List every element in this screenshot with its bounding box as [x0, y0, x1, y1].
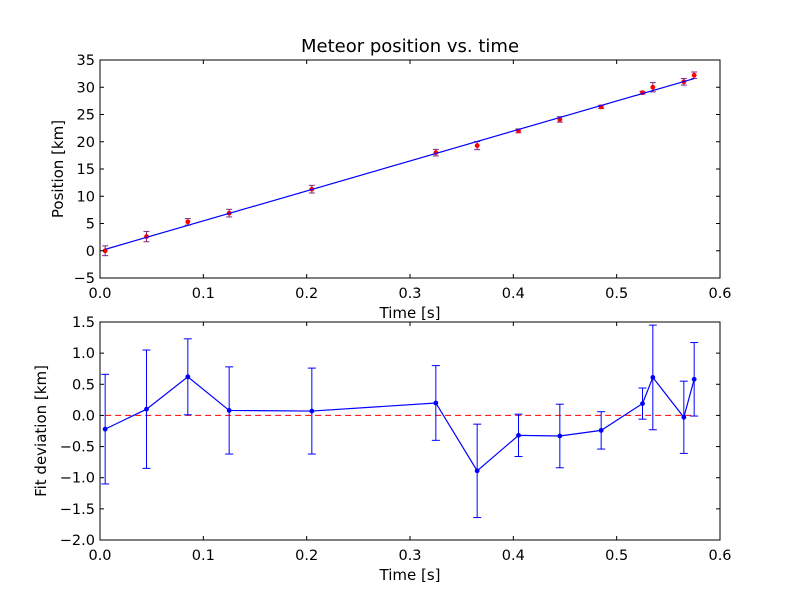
position-y-tick-label: 25 [77, 108, 95, 124]
deviation-y-tick-label: −1.0 [60, 471, 95, 487]
position-y-tick-label: 35 [77, 53, 95, 69]
position-y-tick-label: 20 [77, 135, 95, 151]
position-y-tick-label: 0 [86, 244, 95, 260]
position-x-tick-label: 0.1 [192, 286, 215, 302]
deviation-data-point [226, 408, 232, 413]
deviation-x-tick-label: 0.5 [605, 548, 628, 564]
deviation-y-tick-label: 0.0 [72, 408, 95, 424]
deviation-y-tick-label: −1.5 [60, 502, 95, 518]
deviation-x-tick-label: 0.3 [398, 548, 421, 564]
deviation-x-tick-label: 0.6 [708, 548, 731, 564]
position-y-tick-label: 30 [77, 80, 95, 96]
deviation-x-tick-label: 0.4 [502, 548, 525, 564]
deviation-chart-ticks: 0.0 0.1 0.2 0.3 0.4 0.5 0.6 −2.0 −1.5 −1.0 −0.5 0.0… [60, 315, 732, 564]
position-y-tick-label: 15 [77, 162, 95, 178]
deviation-chart-y-axis-label: Fit deviation [km] [32, 365, 50, 497]
deviation-chart-frame [99, 321, 721, 541]
position-x-tick-label: 0.6 [708, 286, 731, 302]
deviation-chart-x-axis-label: Time [s] [379, 566, 441, 584]
position-chart-ticks: 0.0 0.1 0.2 0.3 0.4 0.5 0.6 −5 0 5 10 15 20 25 30 35 [74, 53, 732, 302]
deviation-data-point [681, 414, 687, 420]
position-chart-frame [99, 59, 721, 279]
position-data-point [650, 84, 656, 90]
deviation-data-point [516, 432, 521, 438]
deviation-y-tick-label: 1.0 [72, 346, 95, 362]
deviation-y-tick-label: −2.0 [60, 533, 95, 549]
deviation-y-tick-label: 0.5 [72, 377, 95, 393]
deviation-series-line [104, 376, 695, 472]
deviation-data-point [557, 433, 563, 439]
position-chart-title: Meteor position vs. time [301, 36, 519, 57]
deviation-data-point [474, 468, 480, 474]
deviation-chart-marks [101, 324, 699, 519]
position-data-point [474, 143, 480, 148]
position-x-tick-label: 0.4 [502, 286, 525, 302]
position-x-tick-label: 0.3 [398, 286, 421, 302]
deviation-data-point [691, 376, 697, 382]
position-fit-line [104, 77, 695, 250]
deviation-y-tick-label: −0.5 [60, 440, 95, 456]
deviation-y-tick-label: 1.5 [72, 315, 95, 331]
position-x-tick-label: 0.5 [605, 286, 628, 302]
deviation-x-tick-label: 0.0 [88, 548, 111, 564]
deviation-chart: Time [s] Fit deviation [km] 0.0 0.1 0.2 0.3… [32, 315, 732, 584]
position-data-point [691, 72, 697, 78]
deviation-data-point [102, 426, 108, 432]
position-y-tick-label: −5 [74, 271, 95, 287]
position-chart-marks [102, 71, 698, 257]
deviation-data-point [309, 408, 315, 414]
deviation-data-point [640, 401, 645, 406]
deviation-data-point [598, 427, 604, 433]
position-data-point [185, 219, 191, 225]
position-y-tick-label: 10 [77, 189, 95, 205]
deviation-x-tick-label: 0.1 [192, 548, 215, 564]
deviation-data-point [144, 406, 149, 412]
deviation-x-tick-label: 0.2 [295, 548, 318, 564]
deviation-data-point [433, 400, 439, 406]
deviation-data-point [185, 374, 191, 380]
position-chart-x-axis-label: Time [s] [379, 304, 441, 322]
deviation-data-point [650, 375, 656, 380]
position-x-tick-label: 0.2 [295, 286, 318, 302]
position-chart: Meteor position vs. time Time [s] Positi… [49, 36, 732, 322]
position-y-tick-label: 5 [86, 217, 95, 233]
position-chart-y-axis-label: Position [km] [49, 120, 67, 218]
position-x-tick-label: 0.0 [88, 286, 111, 302]
